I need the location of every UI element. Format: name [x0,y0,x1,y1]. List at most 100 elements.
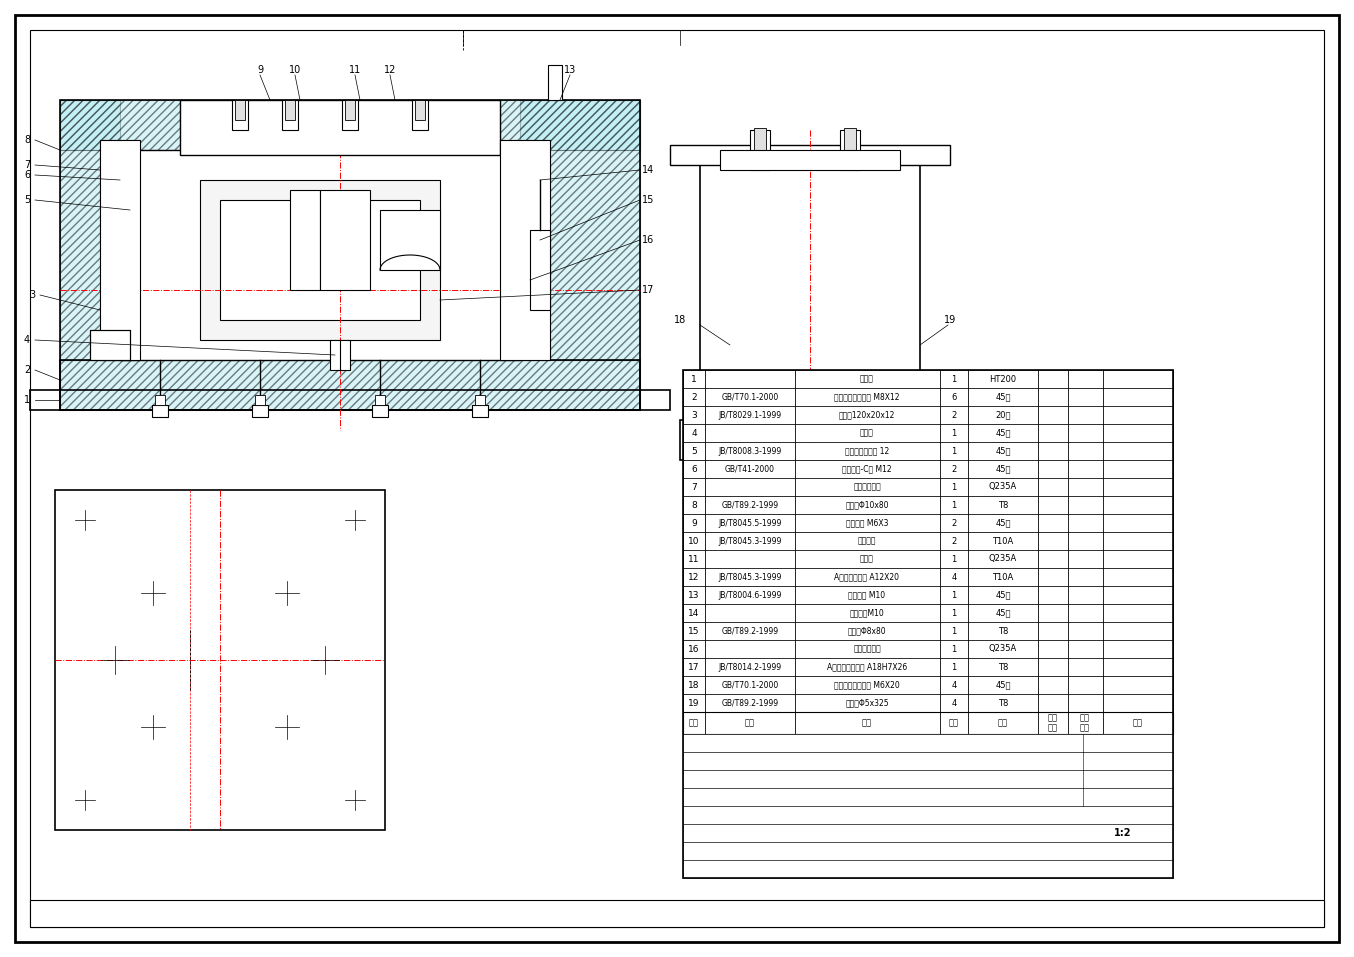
Bar [180,100,219,155]
Bar [284,100,295,120]
Text: 圆柱销Φ10x80: 圆柱销Φ10x80 [845,501,888,509]
Text: 支承板120x20x12: 支承板120x20x12 [839,411,895,419]
Text: 圆柱销Φ8x80: 圆柱销Φ8x80 [848,627,887,635]
Text: 7: 7 [691,482,697,492]
Bar [742,452,758,462]
Text: 序号: 序号 [689,719,699,727]
Bar [100,140,139,360]
Text: 45钢: 45钢 [995,447,1010,456]
Bar [380,210,440,270]
Circle shape [217,591,223,599]
Bar [754,128,766,150]
Text: GB/T89.2-1999: GB/T89.2-1999 [722,627,779,635]
Text: 4: 4 [24,335,30,345]
Bar [89,330,130,360]
Text: 夹具体: 夹具体 [860,374,873,384]
Bar [232,100,248,130]
Bar [700,150,919,420]
Text: A型钻套用衬套 A12X20: A型钻套用衬套 A12X20 [834,572,899,582]
Text: 13: 13 [563,65,575,75]
Bar [236,100,245,120]
Text: 45钢: 45钢 [995,680,1010,689]
Circle shape [100,335,121,355]
Bar [56,490,385,830]
Bar [682,370,1173,388]
Bar [60,360,640,410]
Bar [320,190,370,290]
Text: T8: T8 [998,501,1009,509]
Text: T8: T8 [998,699,1009,707]
Text: 数量: 数量 [949,719,959,727]
Bar [548,65,562,100]
Text: 12: 12 [688,572,700,582]
Text: Q235A: Q235A [988,554,1017,564]
Text: 45钢: 45钢 [995,429,1010,437]
Text: GB/T70.1-2000: GB/T70.1-2000 [722,680,779,689]
Bar [60,100,640,150]
Bar [682,442,1173,460]
Circle shape [152,656,158,664]
Bar [682,734,1173,752]
Bar [89,330,130,360]
Text: 钻模板右支座: 钻模板右支座 [853,644,881,654]
Circle shape [348,793,362,807]
Bar [282,100,298,130]
Bar [682,514,1173,532]
Text: 7: 7 [24,160,30,170]
Bar [529,230,550,310]
Text: 1: 1 [952,429,957,437]
Text: 18: 18 [674,315,686,325]
Text: T8: T8 [998,662,1009,672]
Bar [750,130,770,170]
Bar [852,452,868,462]
Bar [60,100,121,360]
Text: 45钢: 45钢 [995,392,1010,402]
Text: 4: 4 [952,699,957,707]
Bar [60,100,640,410]
Text: 16: 16 [688,644,700,654]
Text: 内六角圆柱头螺钉 M6X20: 内六角圆柱头螺钉 M6X20 [834,680,900,689]
Text: 9: 9 [691,519,697,527]
Text: JB/T8014.2-1999: JB/T8014.2-1999 [719,662,781,672]
Bar [682,752,1173,770]
Text: 定位销: 定位销 [860,429,873,437]
Text: 1: 1 [952,501,957,509]
Bar [844,128,856,150]
Text: 活动螺柱M10: 活动螺柱M10 [849,609,884,617]
Bar [682,532,1173,550]
Text: 1: 1 [952,447,957,456]
Bar [682,568,1173,586]
Text: 1: 1 [952,644,957,654]
Text: 1: 1 [952,554,957,564]
Text: 5: 5 [24,195,30,205]
Bar [682,478,1173,496]
Text: 总计
重量: 总计 重量 [1080,713,1090,733]
Circle shape [217,721,223,729]
Text: 1: 1 [24,395,30,405]
Text: 12: 12 [383,65,397,75]
Text: 3: 3 [691,411,697,419]
Text: 8: 8 [691,501,697,509]
Text: 名称: 名称 [862,719,872,727]
Bar [682,824,1173,842]
Text: T10A: T10A [992,537,1014,545]
Bar [682,460,1173,478]
Bar [720,150,900,170]
Text: 45钢: 45钢 [995,590,1010,599]
Text: A型固定式定位销 A18H7X26: A型固定式定位销 A18H7X26 [827,662,907,672]
Bar [481,100,500,155]
Text: 5: 5 [691,447,697,456]
Circle shape [279,719,295,735]
Text: 14: 14 [688,609,700,617]
Text: Q235A: Q235A [988,482,1017,492]
Text: JB/T8045.3-1999: JB/T8045.3-1999 [719,537,781,545]
Bar [60,360,640,410]
Text: 45钢: 45钢 [995,609,1010,617]
Bar [375,395,385,405]
Text: 单件
重量: 单件 重量 [1048,713,1057,733]
Bar [30,900,1324,927]
Bar [200,180,440,340]
Text: 17: 17 [642,285,654,295]
Circle shape [79,513,92,527]
Text: HT200: HT200 [990,374,1017,384]
